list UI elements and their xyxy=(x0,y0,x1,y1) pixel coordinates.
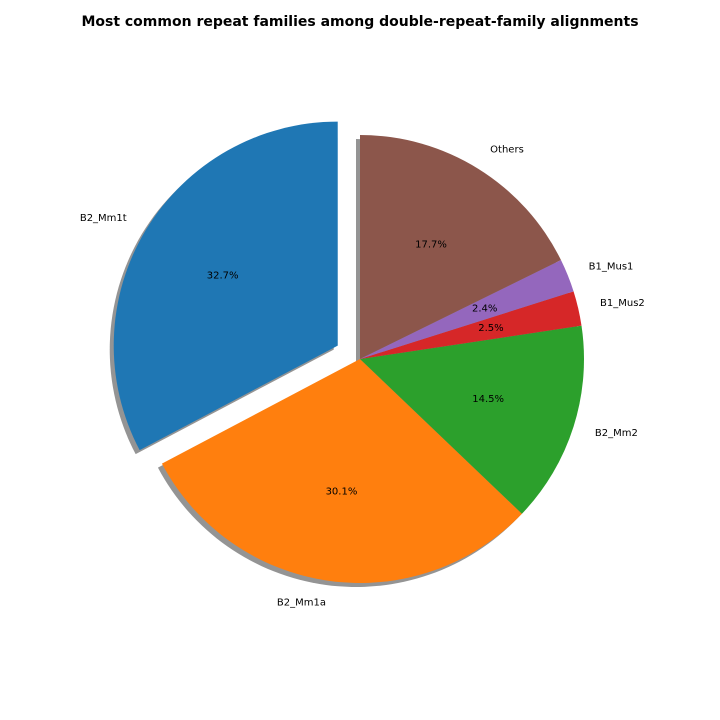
pie-slice-b2-mm1t xyxy=(113,121,338,451)
pie-slices xyxy=(113,121,585,583)
pie-percent-label-others: 17.7% xyxy=(415,239,447,250)
pie-category-label-others: Others xyxy=(490,144,524,155)
pie-percent-label-b2-mm1a: 30.1% xyxy=(326,487,358,498)
pie-category-label-b1-mus2: B1_Mus2 xyxy=(600,298,645,309)
chart-title: Most common repeat families among double… xyxy=(81,14,638,30)
pie-percent-label-b2-mm2: 14.5% xyxy=(472,394,504,405)
pie-category-label-b2-mm2: B2_Mm2 xyxy=(595,428,638,439)
pie-category-label-b2-mm1a: B2_Mm1a xyxy=(277,598,326,609)
pie-slice-b2-mm1a xyxy=(161,359,522,583)
pie-category-label-b1-mus1: B1_Mus1 xyxy=(589,262,634,273)
pie-category-label-b2-mm1t: B2_Mm1t xyxy=(80,213,127,224)
pie-slice-b1-mus1 xyxy=(360,260,574,359)
pie-percent-label-b1-mus1: 2.4% xyxy=(472,303,497,314)
pie-slice-b1-mus2 xyxy=(360,291,582,359)
pie-slice-others xyxy=(360,135,561,359)
pie-labels: 32.7% B2_Mm1t 30.1% B2_Mm1a 14.5% B2_Mm2 2.5% B… xyxy=(80,144,645,608)
pie-percent-label-b2-mm1t: 32.7% xyxy=(207,271,239,282)
pie-slice-b2-mm2 xyxy=(360,325,585,514)
pie-percent-label-b1-mus2: 2.5% xyxy=(478,323,503,334)
